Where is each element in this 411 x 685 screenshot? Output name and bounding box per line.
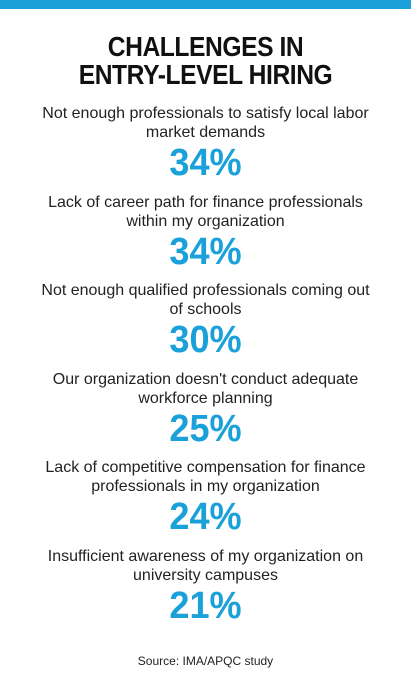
challenge-label: Lack of competitive compensation for fin… — [45, 459, 366, 476]
title: CHALLENGES IN ENTRY-LEVEL HIRING — [0, 33, 411, 89]
challenge-label: professionals in my organization — [91, 478, 320, 495]
top-bar — [0, 0, 411, 9]
challenge-label: Lack of career path for finance professi… — [48, 193, 363, 211]
challenge-item: Insufficient awareness of my organizatio… — [0, 547, 411, 636]
challenge-label: of schools — [169, 301, 242, 318]
challenge-label: market demands — [145, 124, 266, 141]
source: Source: IMA/APQC study — [137, 654, 274, 668]
challenge-percent: 25% — [169, 407, 242, 450]
challenge-label: Insufficient awareness of my organizatio… — [47, 547, 364, 565]
challenge-percent: 30% — [169, 319, 242, 361]
challenge-item: Not enough professionals to satisfy loca… — [0, 104, 411, 193]
challenge-percent: 34% — [169, 142, 242, 184]
challenge-label: university campuses — [133, 566, 278, 584]
challenge-item: Lack of competitive compensation for fin… — [0, 458, 411, 547]
challenge-label: Not enough qualified professionals comin… — [41, 282, 370, 299]
challenge-percent: 24% — [169, 496, 242, 538]
challenge-item: Lack of career path for finance professi… — [0, 193, 411, 282]
title-line: ENTRY-LEVEL HIRING — [78, 59, 333, 90]
title-line: CHALLENGES IN — [107, 31, 304, 62]
challenge-label: within my organization — [126, 212, 285, 230]
challenge-label: Our organization doesn't conduct adequat… — [52, 370, 359, 388]
challenge-item: Not enough qualified professionals comin… — [0, 281, 411, 370]
challenge-label: Not enough professionals to satisfy loca… — [42, 105, 369, 122]
challenge-item: Our organization doesn't conduct adequat… — [0, 370, 411, 459]
challenge-percent: 34% — [169, 230, 242, 273]
item-list: Not enough professionals to satisfy loca… — [0, 104, 411, 635]
challenge-percent: 21% — [169, 584, 242, 627]
challenge-label: workforce planning — [138, 389, 273, 407]
